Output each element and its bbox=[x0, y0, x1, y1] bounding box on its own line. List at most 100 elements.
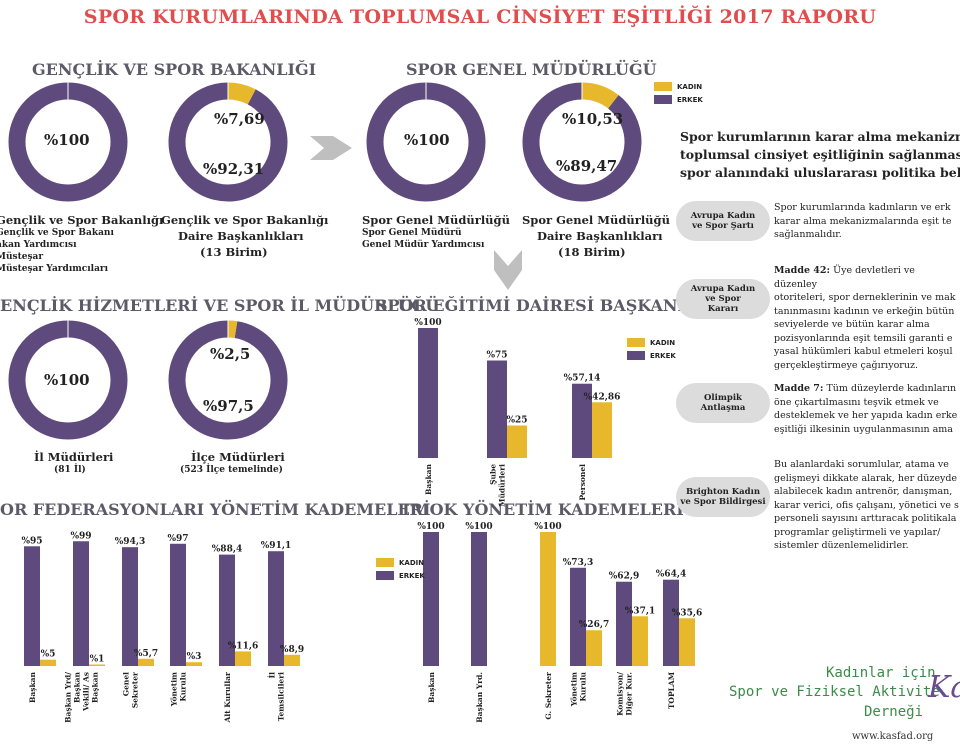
donut-4 bbox=[522, 82, 642, 202]
bar-kadin-1-3 bbox=[592, 402, 612, 458]
arrow-down-icon bbox=[494, 250, 522, 290]
bar-erkek-label-1-3: %57,14 bbox=[564, 374, 601, 384]
bar-kadin-2-4 bbox=[186, 662, 202, 666]
kadin-swatch bbox=[654, 82, 672, 91]
donut-3-sub-2: Genel Müdür Yardımcısı bbox=[362, 240, 485, 250]
legend-erkek-label: ERKEK bbox=[399, 571, 425, 580]
donut-1-sub-4: Müsteşar Yardımcıları bbox=[0, 264, 109, 274]
category-label-part: Başkan bbox=[91, 671, 100, 702]
category-label-3-4: Yönetim Kurulu bbox=[570, 671, 588, 707]
bar-kadin-1-2 bbox=[507, 425, 527, 458]
section-title-spor-egitimi: SPOR EĞİTİMİ DAİRESİ BAŞKANLIĞI bbox=[376, 296, 718, 315]
erkek-swatch bbox=[627, 351, 645, 360]
category-label-part: Şube bbox=[489, 464, 498, 485]
policy-text-4-body: Bu alanlardaki sorumlular, atama ve geli… bbox=[774, 459, 959, 551]
bar-erkek-label-2-3: %94,3 bbox=[115, 537, 145, 547]
donut-1-sub-2: akan Yardımcısı bbox=[0, 240, 77, 250]
category-label-part: Yönetim bbox=[570, 672, 579, 707]
category-label-part: Sekreter bbox=[131, 671, 140, 708]
bar-erkek-label-1-2: %75 bbox=[486, 351, 507, 361]
category-label-part: Diğer Kur. bbox=[625, 672, 634, 716]
section-title-sgm: SPOR GENEL MÜDÜRLÜĞÜ bbox=[406, 60, 657, 79]
category-label-1-1: Başkan bbox=[424, 463, 433, 494]
policy-title-line-3: spor alanındaki uluslararası politika be… bbox=[680, 165, 960, 180]
bar-kadin-2-5 bbox=[235, 651, 251, 666]
legend-kadin-label: KADIN bbox=[399, 558, 425, 567]
legend-erkek-label: ERKEK bbox=[677, 95, 703, 104]
donut-5 bbox=[8, 320, 128, 440]
erkek-swatch bbox=[654, 95, 672, 104]
pill-brighton-bildirgesi: Brighton Kadın ve Spor Bildirgesi bbox=[676, 477, 770, 517]
donut-1-erkek-label: %100 bbox=[44, 131, 90, 149]
pill-avrupa-kadin-spor-sarti: Avrupa Kadın ve Spor Şartı bbox=[676, 201, 770, 241]
donut-2-caption-2: Daire Başkanlıkları bbox=[178, 229, 304, 243]
bar-kadin-3-6 bbox=[679, 618, 695, 666]
policy-title-line-1: Spor kurumlarının karar alma mekanizmala bbox=[680, 129, 960, 144]
donut-1-caption: Gençlik ve Spor Bakanlığı bbox=[0, 213, 164, 227]
category-label-part: Genel bbox=[122, 672, 131, 696]
bar-erkek-3-2 bbox=[471, 532, 487, 666]
legend-kadin-label: KADIN bbox=[677, 82, 703, 91]
bar-erkek-2-5 bbox=[219, 554, 235, 666]
category-label-part: TOPLAM bbox=[667, 672, 676, 709]
donut-4-kadin-label: %10,53 bbox=[562, 110, 624, 128]
policy-text-2-body: Üye devletleri ve düzenley otoriteleri, … bbox=[774, 265, 956, 371]
bar-erkek-label-2-4: %97 bbox=[167, 534, 188, 544]
bar-erkek-2-6 bbox=[268, 551, 284, 666]
bar-kadin-2-3 bbox=[138, 658, 154, 666]
policy-title: Spor kurumlarının karar alma mekanizmala… bbox=[680, 128, 960, 182]
donut-2-erkek-arc bbox=[168, 82, 288, 202]
category-label-part: Temsilcileri bbox=[277, 672, 286, 721]
website-url: www.kasfad.org bbox=[852, 731, 934, 742]
category-label-2-1: Başkan bbox=[28, 671, 37, 702]
donut-4-caption: Spor Genel Müdürlüğü bbox=[522, 213, 670, 227]
bar-kadin-label-3-3: %100 bbox=[534, 522, 561, 532]
bar-erkek-2-3 bbox=[122, 547, 138, 666]
logo-line-1: Kadınlar için bbox=[826, 665, 936, 681]
donut-1 bbox=[8, 82, 128, 202]
bar-erkek-2-1 bbox=[24, 546, 40, 666]
category-label-part: Başkan bbox=[424, 463, 433, 494]
legend-sgm: KADIN ERKEK bbox=[654, 80, 703, 106]
legend-item-kadin: KADIN bbox=[654, 80, 703, 93]
section-title-tmok: TMOK YÖNETİM KADEMELERİ bbox=[400, 500, 684, 519]
donut-4-erkek-label: %89,47 bbox=[556, 157, 618, 175]
policy-title-line-2: toplumsal cinsiyet eşitliğinin sağlanmas… bbox=[680, 147, 960, 162]
logo-line-3: Derneği bbox=[864, 704, 924, 720]
donut-3-sub-1: Spor Genel Müdürü bbox=[362, 228, 462, 238]
donut-6-erkek-label: %97,5 bbox=[203, 397, 254, 415]
policy-text-3-body: Tüm düzeylerde kadınların öne çıkartılma… bbox=[774, 383, 958, 435]
bar-kadin-2-6 bbox=[284, 654, 300, 666]
bar-kadin-3-4 bbox=[586, 630, 602, 666]
bar-erkek-label-2-6: %91,1 bbox=[261, 541, 291, 551]
legend-item-kadin: KADIN bbox=[627, 336, 676, 349]
kadin-swatch bbox=[627, 338, 645, 347]
donut-6-kadin-label: %2,5 bbox=[210, 345, 251, 363]
donut-2-kadin-arc bbox=[227, 82, 256, 105]
category-label-1-2: Şube Müdürleri bbox=[489, 464, 507, 507]
category-label-3-3: G. Sekreter bbox=[544, 671, 553, 720]
category-label-part: Kurulu bbox=[579, 671, 588, 701]
category-label-1-3: Personel bbox=[578, 464, 587, 501]
bar-erkek-1-2 bbox=[487, 360, 507, 458]
donut-2-sub-1: (13 Birim) bbox=[200, 245, 268, 259]
bar-erkek-2-2 bbox=[73, 541, 89, 666]
category-label-2-5: Alt Kurullar bbox=[223, 671, 232, 724]
donut-layer bbox=[8, 82, 642, 440]
bar-erkek-3-1 bbox=[423, 532, 439, 666]
bar-erkek-label-3-1: %100 bbox=[417, 522, 444, 532]
donut-6-kadin-arc bbox=[227, 320, 238, 339]
category-label-part: Başkan Yrd. bbox=[475, 672, 484, 723]
donut-4-sub-1: (18 Birim) bbox=[558, 245, 626, 259]
category-label-part: Komisyon/ bbox=[616, 672, 625, 716]
category-label-3-1: Başkan bbox=[427, 671, 436, 702]
arrow-right-icon bbox=[310, 136, 352, 160]
category-label-part: Kurulu bbox=[179, 671, 188, 701]
donut-5-erkek-label: %100 bbox=[44, 371, 90, 389]
bar-kadin-label-3-4: %26,7 bbox=[579, 620, 609, 630]
donut-2-erkek-label: %92,31 bbox=[203, 160, 265, 178]
policy-text-2-lead: Madde 42: bbox=[774, 265, 831, 276]
bar-kadin-label-2-3: %5,7 bbox=[134, 649, 158, 659]
legend-item-erkek: ERKEK bbox=[627, 349, 676, 362]
donut-5-sub-1: (81 İl) bbox=[54, 465, 86, 475]
